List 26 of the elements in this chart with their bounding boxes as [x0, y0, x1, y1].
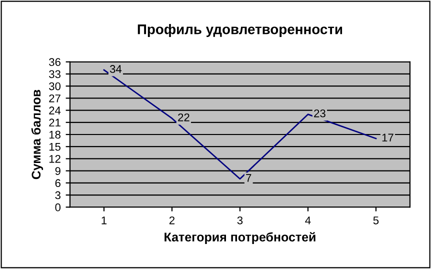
y-tick-label: 15	[49, 142, 60, 151]
y-tick-label: 12	[49, 154, 60, 163]
y-axis-title: Сумма баллов	[31, 90, 44, 180]
x-axis-title: Категория потребностей	[164, 232, 316, 244]
x-tick-label: 5	[373, 216, 379, 224]
x-tick-label: 1	[102, 216, 107, 224]
data-label: 34	[110, 65, 122, 73]
y-tick-label: 21	[49, 118, 60, 126]
data-label: 17	[382, 134, 394, 142]
data-label: 7	[246, 174, 252, 182]
y-tick-label: 0	[55, 203, 61, 212]
chart-title: Профиль удовлетворенности	[138, 24, 342, 37]
y-tick-label: 24	[49, 106, 61, 114]
y-tick-label: 27	[49, 94, 60, 102]
data-label: 23	[314, 109, 326, 118]
y-tick-label: 9	[55, 167, 60, 175]
y-tick-label: 18	[49, 130, 60, 139]
x-tick-label: 4	[305, 216, 311, 224]
y-tick-label: 30	[49, 82, 61, 90]
x-tick-label: 3	[237, 216, 243, 224]
data-label: 22	[178, 113, 190, 122]
x-tick-label: 2	[169, 216, 175, 224]
y-tick-label: 6	[55, 179, 60, 188]
y-tick-label: 3	[55, 191, 60, 200]
y-tick-label: 36	[49, 58, 60, 66]
y-tick-label: 33	[49, 70, 60, 78]
